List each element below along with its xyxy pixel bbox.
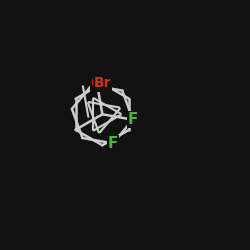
Text: F: F [128, 112, 138, 127]
Text: Br: Br [94, 76, 111, 90]
Text: O: O [90, 76, 104, 91]
Text: F: F [108, 136, 118, 151]
